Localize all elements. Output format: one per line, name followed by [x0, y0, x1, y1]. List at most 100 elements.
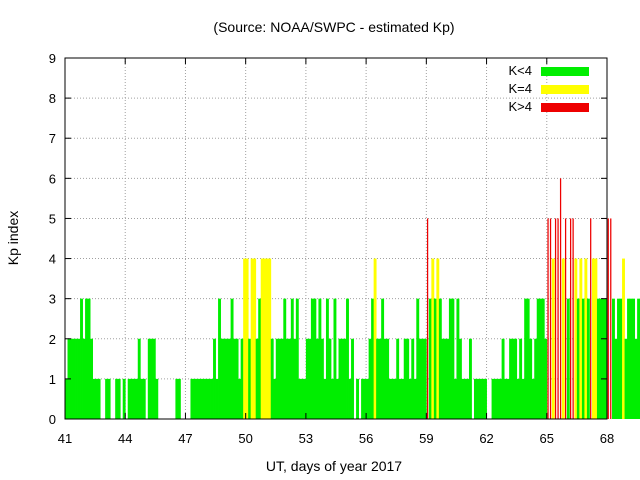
x-axis-label: UT, days of year 2017 — [266, 458, 402, 474]
kp-bar — [135, 378, 139, 419]
kp-bar — [65, 378, 68, 419]
kp-bar — [361, 378, 365, 419]
kp-bar — [494, 378, 497, 419]
kp-bar — [531, 378, 535, 419]
kp-bar — [195, 378, 199, 419]
kp-bar — [368, 338, 372, 419]
kp-bar — [632, 298, 636, 419]
kp-bar — [496, 378, 500, 419]
kp-bar — [391, 378, 395, 419]
y-axis-label: Kp index — [5, 211, 21, 265]
kp-bar — [506, 378, 510, 419]
kp-bar — [313, 298, 317, 419]
kp-bar — [544, 338, 548, 419]
kp-bar — [137, 338, 141, 419]
x-tick-labels: 41 44 47 50 53 56 59 62 65 68 — [58, 431, 614, 446]
kp-bar — [524, 298, 528, 419]
kp-bar — [433, 298, 437, 419]
kp-bar — [591, 258, 595, 419]
kp-bar — [566, 298, 570, 419]
kp-bar — [572, 218, 574, 419]
kp-bar — [275, 338, 279, 419]
y-tick-label: 2 — [49, 332, 56, 347]
kp-bar — [519, 338, 523, 419]
kp-bar — [373, 258, 377, 419]
kp-bar — [223, 338, 226, 419]
kp-bar — [468, 338, 472, 419]
kp-bar — [516, 378, 520, 419]
kp-bar — [82, 338, 86, 419]
kp-bar — [559, 178, 562, 419]
kp-bar — [115, 378, 119, 419]
kp-bar — [451, 298, 455, 419]
kp-bar — [300, 378, 304, 419]
kp-bar — [474, 378, 477, 419]
kp-bar — [205, 378, 209, 419]
kp-bar — [448, 298, 452, 419]
kp-bar — [260, 258, 264, 419]
kp-bar — [526, 298, 530, 419]
kp-bar — [406, 338, 410, 419]
kp-bar — [87, 298, 91, 419]
kp-bar — [351, 338, 354, 419]
kp-bar — [233, 338, 237, 419]
kp-bar — [85, 298, 88, 419]
kp-bar — [629, 298, 633, 419]
legend: K<4 K=4 K>4 — [509, 63, 589, 114]
kp-bar — [130, 378, 134, 419]
kp-bar — [197, 378, 201, 419]
kp-bar — [230, 298, 234, 419]
kp-bar — [371, 298, 375, 419]
x-tick-label: 44 — [118, 431, 132, 446]
kp-bar — [190, 378, 194, 419]
kp-bar — [273, 378, 277, 419]
kp-bar — [456, 298, 460, 419]
kp-bar — [586, 298, 590, 419]
kp-bar — [381, 298, 385, 419]
kp-bar — [177, 378, 181, 419]
kp-bar — [142, 378, 146, 419]
kp-bar — [504, 378, 508, 419]
kp-bar — [539, 298, 543, 419]
kp-bar — [220, 338, 224, 419]
x-tick-label: 62 — [479, 431, 493, 446]
kp-bar — [325, 298, 329, 419]
kp-bar — [501, 338, 505, 419]
kp-bar — [240, 338, 244, 419]
kp-bar — [336, 378, 339, 419]
kp-bar — [411, 338, 415, 419]
kp-bar — [77, 338, 81, 419]
kp-bar — [356, 378, 359, 419]
kp-bar — [268, 258, 272, 419]
kp-bar — [576, 298, 580, 419]
kp-bar — [203, 378, 206, 419]
kp-bar — [323, 378, 327, 419]
kp-bar — [258, 298, 262, 419]
x-tick-label: 50 — [238, 431, 252, 446]
kp-bar — [534, 338, 538, 419]
kp-bar — [551, 258, 555, 419]
y-tick-label: 7 — [49, 131, 56, 146]
kp-bar — [599, 298, 603, 419]
y-tick-label: 1 — [49, 372, 56, 387]
kp-bar — [346, 298, 349, 419]
kp-bar — [388, 378, 392, 419]
kp-bar — [70, 338, 73, 419]
kp-bar — [561, 258, 565, 419]
kp-bar — [491, 378, 495, 419]
legend-swatch — [541, 67, 589, 76]
kp-bar — [265, 258, 269, 419]
y-tick-label: 4 — [49, 252, 56, 267]
kp-bar — [228, 338, 232, 419]
kp-bar — [614, 338, 618, 419]
kp-bar — [210, 378, 214, 419]
legend-swatch — [541, 85, 589, 94]
kp-bar — [318, 298, 322, 419]
kp-bar — [80, 298, 83, 419]
kp-bar — [443, 338, 447, 419]
kp-bar — [270, 338, 274, 419]
kp-bar — [569, 218, 572, 419]
kp-bar — [622, 258, 625, 419]
kp-bar — [418, 338, 422, 419]
